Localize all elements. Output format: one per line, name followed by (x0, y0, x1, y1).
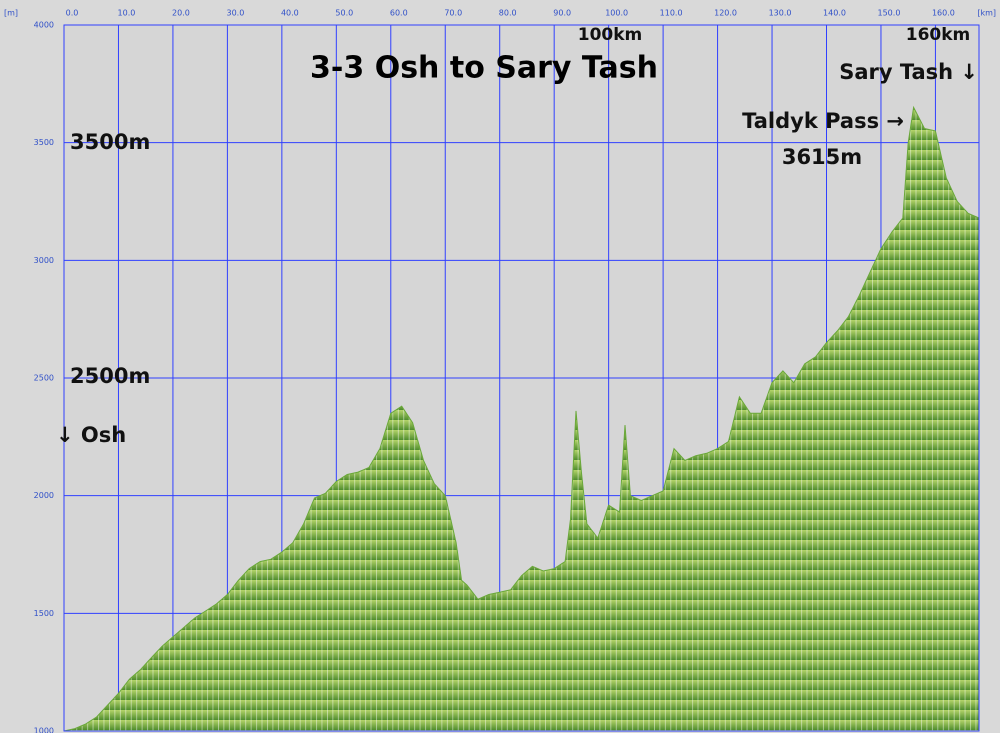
x-tick-label: 30.0 (226, 9, 244, 18)
plot-frame (63, 24, 980, 732)
y-tick-label: 2000 (34, 491, 54, 500)
annotation: Sary Tash ↓ (839, 60, 978, 84)
x-tick-label: 60.0 (390, 9, 408, 18)
y-tick-label: 3000 (34, 256, 54, 265)
annotation: Taldyk Pass → (742, 109, 904, 133)
annotation: 160km (906, 25, 971, 45)
x-tick-label: 0.0 (66, 9, 79, 18)
x-unit: [km] (977, 9, 996, 18)
x-tick-label: 130.0 (769, 9, 792, 18)
y-tick-label: 1500 (34, 609, 54, 618)
y-tick-label: 2500 (34, 374, 54, 383)
x-tick-label: 100.0 (605, 9, 628, 18)
x-tick-label: 80.0 (499, 9, 517, 18)
x-tick-label: 20.0 (172, 9, 190, 18)
y-tick-label: 4000 (34, 21, 54, 30)
x-tick-label: 110.0 (660, 9, 683, 18)
x-tick-label: 160.0 (932, 9, 955, 18)
x-tick-label: 50.0 (335, 9, 353, 18)
x-tick-label: 70.0 (444, 9, 462, 18)
x-tick-label: 150.0 (878, 9, 901, 18)
y-tick-label: 3500 (34, 138, 54, 147)
y-unit: [m] (4, 9, 18, 18)
chart-title: 3-3 Osh to Sary Tash (310, 51, 658, 86)
y-tick-label: 1000 (34, 727, 54, 733)
annotation: 3500m (70, 130, 150, 154)
annotation: 3615m (782, 145, 862, 169)
annotation: ↓ Osh (56, 423, 126, 447)
elevation-area (63, 105, 980, 732)
x-tick-label: 90.0 (553, 9, 571, 18)
x-tick-label: 120.0 (714, 9, 737, 18)
x-tick-label: 10.0 (118, 9, 136, 18)
annotation: 2500m (70, 364, 150, 388)
x-tick-label: 140.0 (823, 9, 846, 18)
annotation: 100km (578, 25, 643, 45)
x-tick-label: 40.0 (281, 9, 299, 18)
